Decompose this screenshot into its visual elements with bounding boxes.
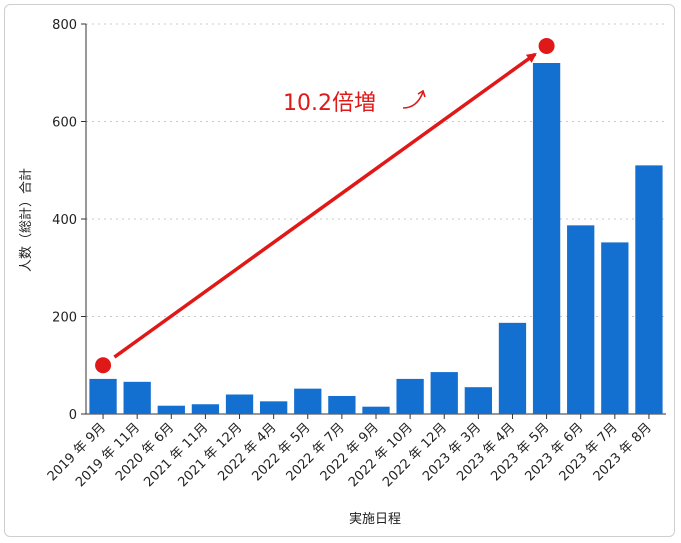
bar bbox=[498, 322, 527, 414]
growth-arrow bbox=[113, 52, 537, 359]
curved-arrow-head-icon bbox=[417, 89, 426, 98]
bar bbox=[328, 395, 356, 414]
bar bbox=[362, 406, 390, 414]
y-tick-label: 0 bbox=[69, 408, 77, 423]
bar bbox=[601, 242, 629, 414]
chart-frame bbox=[4, 4, 675, 537]
bar bbox=[89, 378, 117, 414]
bar bbox=[635, 165, 663, 414]
bar bbox=[157, 405, 185, 414]
bar bbox=[225, 394, 254, 414]
bar bbox=[567, 225, 595, 414]
y-tick-label: 200 bbox=[52, 311, 77, 326]
bar bbox=[260, 401, 288, 414]
bar bbox=[123, 381, 151, 414]
bar bbox=[396, 378, 424, 414]
x-axis-title: 実施日程 bbox=[349, 511, 401, 527]
curved-arrow-icon bbox=[402, 91, 424, 109]
growth-label: 10.2倍増 bbox=[283, 91, 376, 116]
bar bbox=[464, 387, 492, 414]
bar bbox=[191, 404, 220, 414]
start-point-marker bbox=[95, 357, 112, 374]
bar bbox=[532, 63, 561, 414]
annotation: 10.2倍増 bbox=[95, 37, 555, 374]
end-point-marker bbox=[538, 37, 555, 54]
bars bbox=[89, 63, 663, 414]
y-tick-label: 800 bbox=[52, 18, 77, 33]
bar bbox=[430, 372, 458, 414]
bar bbox=[294, 388, 322, 414]
y-tick-label: 600 bbox=[52, 116, 77, 131]
gridlines bbox=[86, 23, 666, 317]
y-tick-label: 400 bbox=[52, 213, 77, 228]
y-axis-title: 人数（総計）合計 bbox=[18, 168, 34, 272]
